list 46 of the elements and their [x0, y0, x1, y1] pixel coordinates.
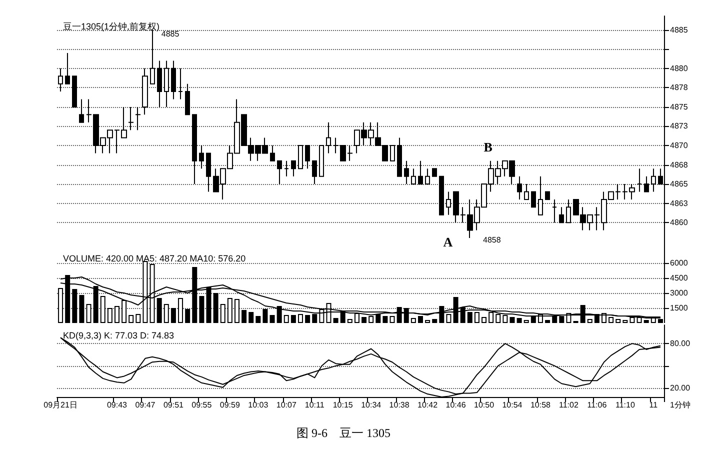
- x-tick-label: 10:15: [332, 400, 354, 410]
- y-tick-label: 4873: [670, 122, 688, 131]
- x-tick-label: 10:34: [361, 400, 382, 410]
- x-tick-label: 09:43: [106, 400, 128, 410]
- text: 豆一1305(1分钟,前复权): [63, 22, 160, 32]
- y-tick-label: 4865: [670, 180, 688, 189]
- x-tick-label: 10:46: [446, 400, 466, 410]
- annotation: B: [484, 139, 493, 154]
- x-tick-label: 10:07: [276, 400, 297, 410]
- x-tick-label: 11:02: [558, 400, 579, 410]
- y-tick-label: 4870: [670, 140, 688, 150]
- x-axis-title: 1分钟: [670, 400, 690, 410]
- y-tick-label: 4875: [670, 102, 688, 112]
- x-tick-label: 09:51: [163, 400, 184, 410]
- x-tick-label: 10:54: [502, 400, 523, 410]
- y-tick-label: 4880: [670, 64, 688, 73]
- x-tick-label: 11: [649, 400, 658, 410]
- y-tick-label: 4863: [670, 198, 688, 208]
- annotation: 4858: [483, 235, 502, 244]
- y-tick-label: 1500: [670, 304, 688, 312]
- annotation: A: [443, 234, 454, 250]
- x-tick-label: 09月21日: [44, 400, 78, 410]
- x-tick-label: 10:03: [248, 400, 269, 410]
- annotation: 4885: [161, 29, 180, 38]
- x-tick-label: 09:59: [220, 400, 240, 410]
- y-tick-label: 4878: [670, 83, 688, 92]
- y-tick-label: 6000: [670, 258, 688, 268]
- y-tick-label: 4860: [670, 218, 688, 228]
- x-tick-label: 10:42: [418, 400, 438, 410]
- x-tick-label: 10:38: [389, 400, 410, 410]
- text: VOLUME: 420.00 MA5: 487.20 MA10: 576.20: [63, 254, 246, 264]
- y-tick-label: 80.00: [670, 339, 691, 348]
- y-tick-label: 4500: [670, 274, 688, 282]
- x-tick-label: 10:11: [304, 400, 325, 410]
- text: KD(9,3,3) K: 77.03 D: 74.83: [63, 330, 174, 340]
- y-tick-label: 20.00: [670, 384, 691, 393]
- x-tick-label: 11:06: [587, 400, 608, 410]
- y-tick-label: 4868: [670, 160, 688, 170]
- x-tick-label: 10:58: [530, 400, 552, 410]
- x-tick-label: 11:10: [615, 400, 636, 410]
- x-tick-label: 10:50: [474, 400, 495, 410]
- y-tick-label: 3000: [670, 288, 688, 298]
- x-tick-label: 09:55: [192, 400, 212, 410]
- caption: 图 9-6 豆一 1305: [296, 425, 392, 442]
- y-tick-label: 4885: [670, 25, 688, 34]
- x-tick-label: 09:47: [135, 400, 156, 410]
